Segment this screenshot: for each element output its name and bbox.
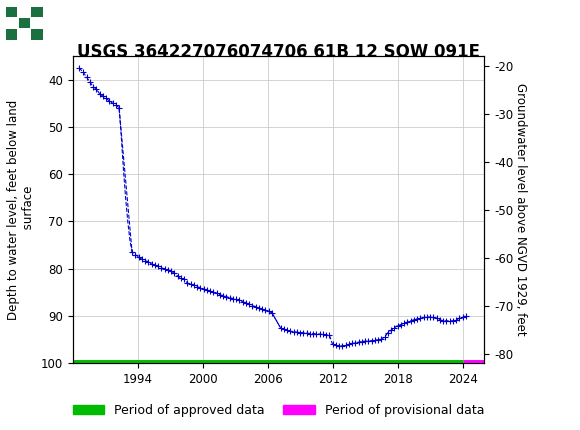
Bar — [19, 29, 30, 40]
Bar — [31, 7, 43, 17]
Bar — [5, 3, 54, 42]
Y-axis label: Depth to water level, feet below land
 surface: Depth to water level, feet below land su… — [7, 99, 35, 320]
Bar — [31, 18, 43, 28]
Text: USGS 364227076074706 61B 12 SOW 091E: USGS 364227076074706 61B 12 SOW 091E — [77, 43, 480, 61]
Bar — [6, 7, 17, 17]
Bar — [31, 29, 43, 40]
Y-axis label: Groundwater level above NGVD 1929, feet: Groundwater level above NGVD 1929, feet — [514, 83, 527, 336]
Bar — [6, 29, 17, 40]
Bar — [19, 18, 30, 28]
Bar — [19, 7, 30, 17]
Legend: Period of approved data, Period of provisional data: Period of approved data, Period of provi… — [68, 399, 489, 421]
Bar — [6, 18, 17, 28]
Text: USGS: USGS — [64, 14, 119, 31]
